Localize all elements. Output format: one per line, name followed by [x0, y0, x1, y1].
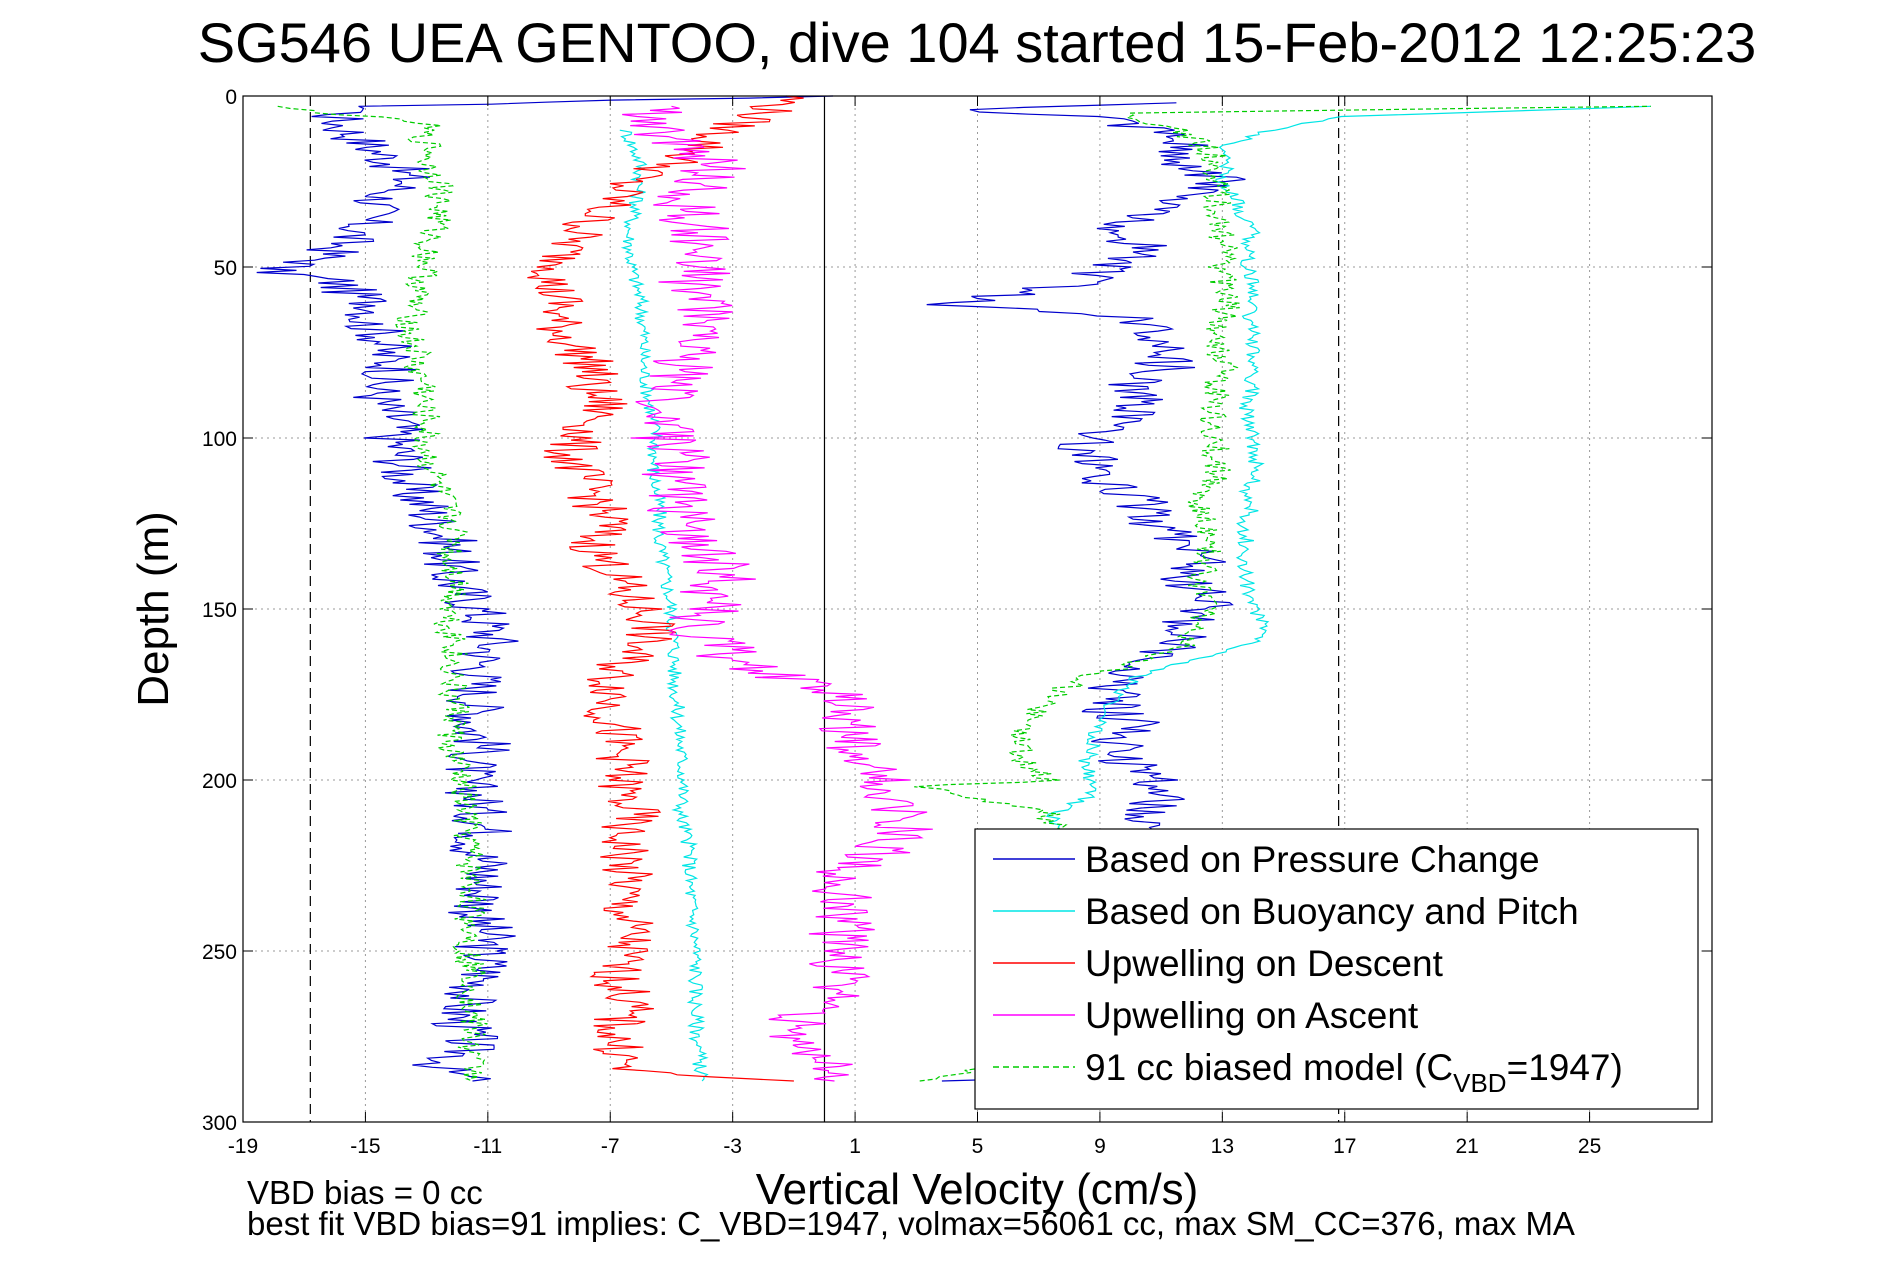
- x-axis-label: Vertical Velocity (cm/s): [756, 1165, 1199, 1214]
- x-tick-label: -7: [601, 1135, 620, 1158]
- series-line-descent: [256, 95, 834, 1082]
- chart-title: SG546 UEA GENTOO, dive 104 started 15-Fe…: [198, 11, 1757, 74]
- y-tick-label: 50: [214, 257, 237, 280]
- series-line-descent: [527, 95, 804, 1082]
- legend-label-main: Upwelling on Ascent: [1085, 995, 1419, 1036]
- x-tick-label: 5: [972, 1135, 984, 1158]
- y-tick-label: 100: [202, 428, 237, 451]
- x-tick-label: 13: [1211, 1135, 1234, 1158]
- vbd-bias-note: VBD bias = 0 cc: [247, 1174, 483, 1211]
- legend-item: Upwelling on Descent: [993, 943, 1444, 984]
- series-line-descent: [277, 105, 488, 1082]
- legend-item: Upwelling on Ascent: [993, 995, 1419, 1036]
- y-tick-label: 0: [225, 86, 237, 109]
- legend-item: Based on Pressure Change: [993, 839, 1540, 880]
- x-tick-label: -3: [723, 1135, 742, 1158]
- x-tick-label: -11: [473, 1135, 502, 1158]
- x-tick-label: 25: [1578, 1135, 1601, 1158]
- series-upwelling-on-descent: [527, 95, 804, 1082]
- series-upwelling-on-ascent: [622, 105, 933, 1082]
- legend-label-main: Upwelling on Descent: [1085, 943, 1444, 984]
- legend-label: Based on Buoyancy and Pitch: [1085, 891, 1579, 932]
- legend-label-main: Based on Buoyancy and Pitch: [1085, 891, 1579, 932]
- x-tick-label: -19: [228, 1135, 258, 1158]
- legend-label-suffix: =1947): [1507, 1047, 1623, 1088]
- legend-box: [974, 828, 1699, 1110]
- legend-item: 91 cc biased model (CVBD=1947): [993, 1047, 1623, 1098]
- x-tick-label: 17: [1333, 1135, 1356, 1158]
- y-axis-label: Depth (m): [129, 511, 178, 707]
- legend-label: 91 cc biased model (CVBD=1947): [1085, 1047, 1623, 1098]
- x-tick-label: 21: [1455, 1135, 1478, 1158]
- y-tick-label: 150: [202, 599, 237, 622]
- x-tick-label: 1: [849, 1135, 861, 1158]
- x-tick-label: -15: [350, 1135, 380, 1158]
- legend-label: Based on Pressure Change: [1085, 839, 1540, 880]
- y-tick-label: 300: [202, 1112, 237, 1135]
- best-fit-note: best fit VBD bias=91 implies: C_VBD=1947…: [247, 1205, 1575, 1242]
- y-tick-label: 250: [202, 941, 237, 964]
- x-tick-label: 9: [1094, 1135, 1106, 1158]
- legend-label-main: Based on Pressure Change: [1085, 839, 1540, 880]
- series-line-ascent: [622, 105, 933, 1082]
- legend-label: Upwelling on Descent: [1085, 943, 1444, 984]
- legend-label: Upwelling on Ascent: [1085, 995, 1419, 1036]
- legend-item: Based on Buoyancy and Pitch: [993, 891, 1579, 932]
- y-tick-label: 200: [202, 770, 237, 793]
- series-line-descent: [619, 129, 709, 1082]
- legend-label-main: 91 cc biased model (C: [1085, 1047, 1453, 1088]
- legend-label-subscript: VBD: [1453, 1068, 1506, 1098]
